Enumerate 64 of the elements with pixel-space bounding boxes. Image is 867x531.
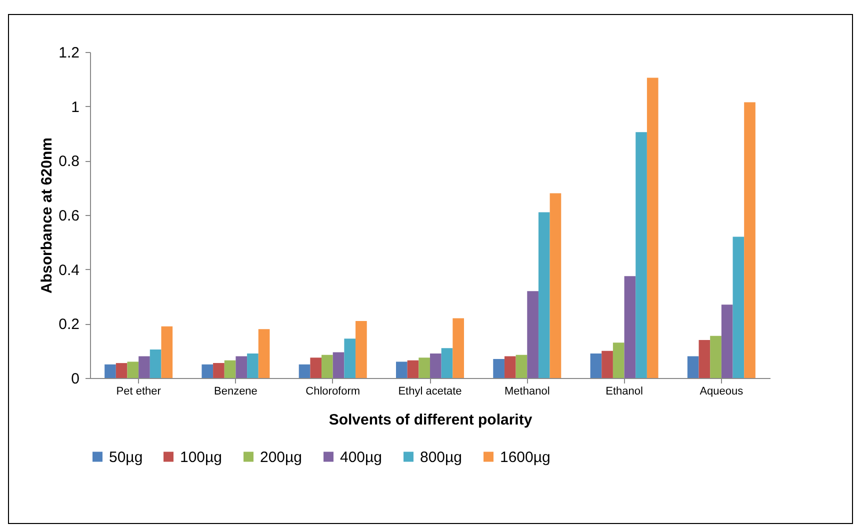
bar bbox=[258, 329, 270, 378]
bar bbox=[698, 340, 710, 378]
x-tick-label: Aqueous bbox=[700, 386, 744, 398]
bar bbox=[161, 326, 173, 378]
bar bbox=[356, 320, 367, 378]
bar bbox=[213, 363, 224, 378]
x-tick-label: Benzene bbox=[214, 386, 258, 398]
legend-label: 100µg bbox=[180, 448, 222, 466]
bar bbox=[127, 362, 139, 378]
y-tick-label: 0 bbox=[71, 370, 80, 388]
bar bbox=[732, 236, 744, 378]
bar bbox=[104, 364, 116, 378]
bar bbox=[452, 318, 464, 378]
y-tick-label: 1.2 bbox=[58, 44, 80, 62]
x-tick-label: Ethanol bbox=[606, 386, 643, 398]
bar bbox=[721, 304, 733, 378]
bar bbox=[224, 360, 236, 378]
bar bbox=[602, 350, 613, 378]
bar bbox=[646, 78, 658, 378]
bar bbox=[590, 354, 602, 378]
x-tick-label: Ethyl acetate bbox=[398, 386, 462, 398]
bar bbox=[636, 132, 647, 378]
bar bbox=[298, 364, 310, 378]
bar bbox=[310, 358, 322, 378]
legend-label: 200µg bbox=[260, 448, 302, 466]
bar bbox=[150, 349, 162, 378]
bar bbox=[710, 336, 722, 378]
x-tick-label: Methanol bbox=[504, 386, 550, 398]
bar bbox=[538, 212, 550, 378]
bar bbox=[550, 193, 562, 378]
bar bbox=[612, 342, 624, 378]
x-tick-label: Pet ether bbox=[116, 386, 162, 398]
y-tick-label: 0.2 bbox=[58, 316, 80, 334]
bar bbox=[624, 276, 636, 378]
legend-label: 400µg bbox=[340, 448, 382, 466]
bar bbox=[430, 354, 442, 378]
bar bbox=[516, 354, 528, 378]
legend-label: 1600µg bbox=[500, 448, 550, 466]
y-tick-label: 1 bbox=[71, 98, 80, 116]
y-axis-title: Absorbance at 620nm bbox=[38, 138, 56, 294]
bar bbox=[527, 291, 538, 378]
bar bbox=[138, 356, 150, 378]
bar bbox=[687, 356, 699, 378]
x-axis-title: Solvents of different polarity bbox=[328, 412, 533, 428]
bar bbox=[344, 338, 356, 378]
bar bbox=[247, 354, 258, 378]
bar bbox=[441, 348, 453, 378]
bar bbox=[493, 358, 504, 378]
bar bbox=[332, 352, 344, 378]
bar bbox=[322, 354, 333, 378]
legend-label: 50µg bbox=[109, 448, 143, 466]
y-tick-label: 0.4 bbox=[58, 262, 80, 279]
bar bbox=[744, 102, 756, 378]
bar bbox=[202, 364, 214, 378]
bar bbox=[396, 362, 408, 378]
bar bbox=[407, 360, 419, 378]
bar bbox=[504, 356, 516, 378]
legend-label: 800µg bbox=[420, 448, 462, 466]
bar bbox=[418, 358, 430, 378]
y-tick-label: 0.6 bbox=[58, 208, 80, 224]
x-tick-label: Chloroform bbox=[306, 386, 360, 398]
bar bbox=[116, 363, 128, 378]
y-tick-label: 0.8 bbox=[58, 153, 80, 170]
bar bbox=[236, 356, 248, 378]
